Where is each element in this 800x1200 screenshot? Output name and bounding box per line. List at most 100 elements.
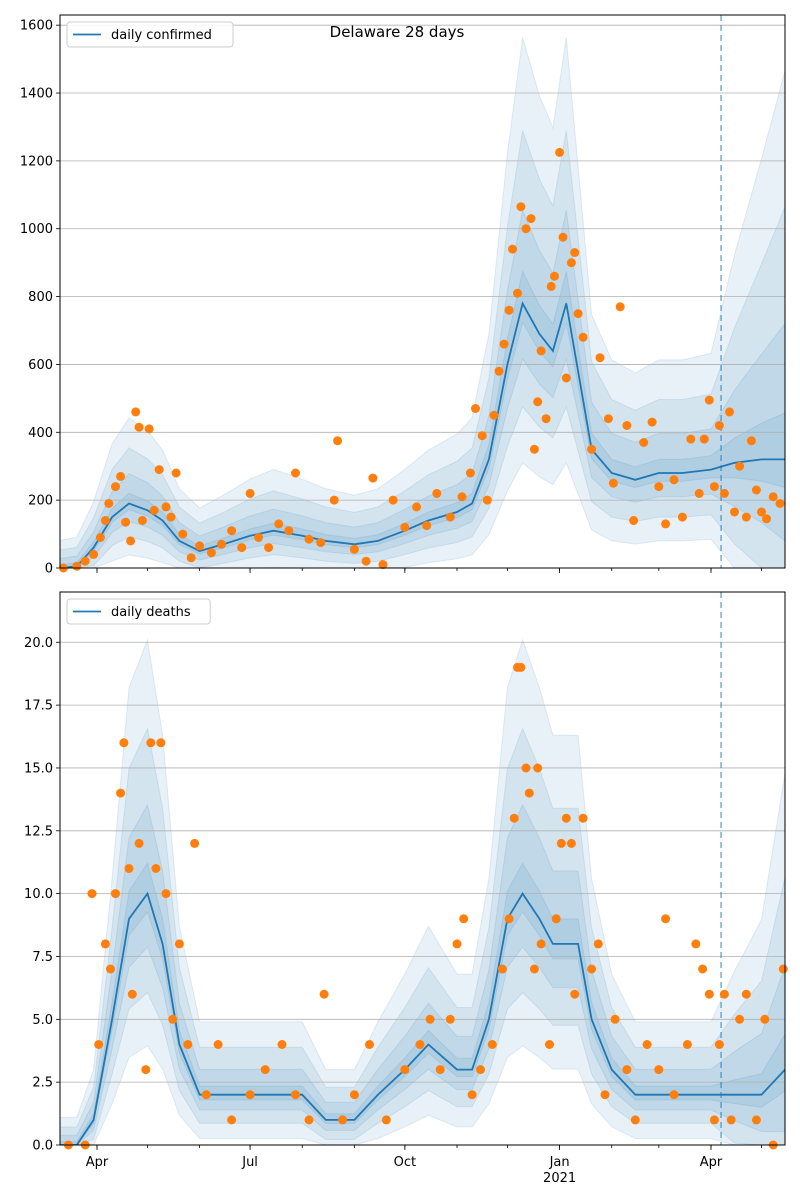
data-point — [134, 838, 144, 848]
deaths-chart-panel: 0.0 2.5 5.0 7.5 10.0 12.5 15.0 17.5 20.0 Apr Jul Oc… — [24, 591, 788, 1186]
data-point — [587, 444, 597, 454]
y-tick-label: 800 — [28, 290, 53, 305]
data-point — [72, 561, 82, 571]
data-point — [304, 534, 314, 544]
data-point — [719, 488, 729, 498]
data-point — [654, 1065, 664, 1075]
data-point — [551, 914, 561, 924]
data-point — [349, 544, 359, 554]
data-point — [526, 214, 536, 224]
data-point — [714, 1040, 724, 1049]
data-point — [497, 964, 507, 974]
data-point — [630, 1115, 640, 1125]
data-point — [333, 436, 343, 446]
data-point — [775, 499, 785, 508]
y-tick-label: 200 — [28, 494, 53, 509]
data-point — [111, 482, 120, 492]
data-point — [264, 543, 274, 553]
data-point — [183, 1040, 193, 1049]
y-tick-label: 7.5 — [32, 950, 53, 965]
data-point — [137, 516, 147, 525]
data-point — [319, 989, 329, 999]
data-point — [149, 505, 159, 515]
data-point — [201, 1090, 211, 1100]
data-point — [400, 522, 410, 532]
data-point — [536, 346, 546, 356]
y-tick-label: 0 — [45, 562, 53, 577]
data-point — [156, 738, 166, 748]
data-point — [388, 495, 398, 505]
data-point — [368, 473, 378, 483]
data-point — [445, 1014, 455, 1024]
data-point — [151, 864, 161, 873]
data-point — [459, 914, 469, 924]
data-point — [647, 417, 657, 427]
data-point — [412, 502, 422, 512]
uncertainty-band — [60, 862, 785, 1145]
data-point — [119, 738, 129, 748]
legend-label: daily deaths — [111, 605, 191, 620]
y-tick-label: 12.5 — [24, 824, 53, 839]
data-point — [87, 889, 97, 899]
data-point — [725, 407, 734, 417]
data-point — [521, 763, 531, 773]
data-point — [166, 512, 176, 522]
data-point — [487, 1040, 497, 1049]
series-line — [60, 891, 785, 1145]
data-point — [608, 478, 618, 488]
data-point — [622, 1065, 632, 1075]
data-point — [516, 202, 526, 212]
data-point — [661, 519, 671, 529]
data-point — [642, 1040, 652, 1049]
data-point — [714, 421, 724, 430]
uncertainty-band — [60, 208, 785, 568]
data-point — [578, 332, 588, 342]
data-point — [260, 1065, 270, 1075]
data-point — [471, 404, 480, 413]
data-point — [381, 1115, 391, 1125]
data-point — [698, 964, 708, 974]
data-point — [555, 147, 565, 157]
data-point — [610, 1014, 620, 1024]
data-point — [445, 512, 455, 522]
data-point — [741, 512, 751, 522]
data-point — [603, 414, 613, 424]
data-point — [735, 1014, 745, 1024]
data-point — [452, 939, 462, 949]
data-point — [516, 662, 526, 672]
data-point — [778, 964, 788, 974]
uncertainty-bands — [60, 37, 785, 568]
data-point — [435, 1065, 445, 1075]
data-point — [622, 421, 632, 430]
data-point — [100, 939, 110, 949]
data-point — [400, 1065, 410, 1075]
data-point — [477, 431, 487, 441]
data-point — [639, 438, 649, 447]
data-point — [499, 339, 509, 349]
data-point — [94, 1040, 104, 1049]
uncertainty-band — [60, 637, 785, 1145]
data-point — [709, 1115, 719, 1125]
y-tick-label: 600 — [28, 358, 53, 373]
data-point — [536, 939, 546, 949]
y-tick-label: 10.0 — [24, 887, 53, 902]
data-point — [237, 543, 247, 553]
data-point — [654, 482, 664, 492]
data-point — [694, 488, 704, 498]
data-point — [245, 1090, 255, 1100]
data-point — [741, 989, 751, 999]
y-tick-label: 15.0 — [24, 761, 53, 776]
y-tick-label: 1200 — [20, 154, 53, 169]
data-point — [556, 838, 566, 848]
data-point — [760, 1014, 770, 1024]
data-point — [131, 407, 141, 417]
data-point — [116, 788, 126, 798]
data-point — [277, 1040, 287, 1049]
data-point — [570, 989, 580, 999]
data-point — [561, 373, 571, 383]
data-point — [171, 468, 181, 478]
data-point — [422, 521, 432, 531]
data-point — [467, 1090, 477, 1100]
y-tick-label: 5.0 — [32, 1013, 53, 1028]
